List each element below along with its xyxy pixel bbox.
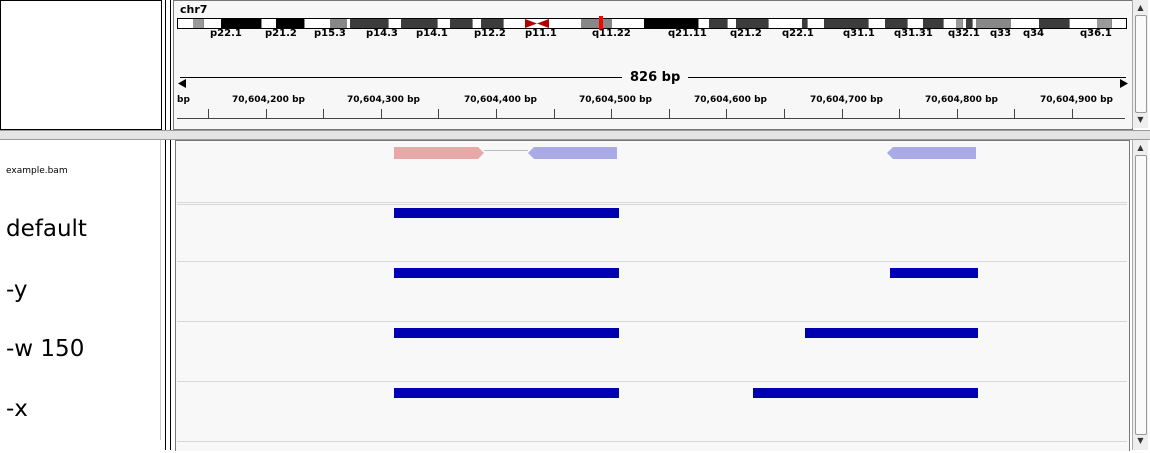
scrollbar-thumb[interactable]	[1135, 15, 1147, 113]
cytoband-label: q21.11	[668, 28, 707, 39]
cytoband-label: q34	[1023, 28, 1045, 39]
ruler-tick-mark	[496, 109, 497, 118]
cytoband-label: q36.1	[1080, 28, 1112, 39]
ruler-tick-mark	[266, 109, 267, 118]
bam-track-name[interactable]: example.bam	[6, 166, 68, 176]
track-data-panel	[175, 140, 1130, 451]
current-locus-marker	[599, 16, 603, 30]
read-pair-connector	[484, 150, 528, 151]
feature-block[interactable]	[394, 208, 619, 218]
feature-block[interactable]	[753, 388, 978, 398]
feature-block[interactable]	[890, 268, 978, 278]
track-name-w150[interactable]: -w 150	[6, 336, 85, 362]
track-separator	[177, 204, 1127, 205]
cytoband-label: p14.3	[366, 28, 398, 39]
span-label: 826 bp	[622, 70, 689, 85]
cytoband-label: p12.2	[474, 28, 506, 39]
header-scrollbar[interactable]: ▲ ▼	[1132, 0, 1148, 128]
scrollbar-thumb[interactable]	[1135, 155, 1147, 435]
ruler-tick-label: 70,604,400 bp	[464, 95, 537, 105]
track-separator	[177, 202, 1127, 203]
ruler-tick-mark	[842, 109, 843, 118]
track-separator	[177, 261, 1127, 262]
ruler-tick-mark	[784, 109, 785, 118]
ruler-tick-label: 70,604,600 bp	[694, 95, 767, 105]
cytoband-label: p14.1	[416, 28, 448, 39]
chromosome-name: chr7	[180, 3, 208, 16]
chromosome-ideogram[interactable]	[177, 16, 1127, 30]
cytoband-label: q32.1	[948, 28, 980, 39]
track-name-y[interactable]: -y	[6, 277, 28, 303]
alignment-read-reverse[interactable]	[887, 144, 976, 163]
ruler-tick-mark	[611, 109, 612, 118]
header-attribute-panel	[165, 0, 171, 130]
alignment-read-reverse[interactable]	[528, 144, 617, 163]
ruler-tick-mark	[438, 109, 439, 118]
cytoband-label: q21.2	[730, 28, 762, 39]
ruler-tick-label: bp	[177, 95, 190, 105]
ruler-tick-label: 70,604,800 bp	[925, 95, 998, 105]
track-name-x[interactable]: -x	[6, 396, 28, 422]
track-separator	[177, 441, 1127, 442]
ruler-tick-mark	[1072, 109, 1073, 118]
track-name-panel: example.bam default -y -w 150 -x	[0, 140, 161, 440]
cytoband-label: p11.1	[525, 28, 557, 39]
feature-block[interactable]	[394, 388, 619, 398]
cytoband-label: q33	[990, 28, 1012, 39]
cytoband-label: q11.22	[592, 28, 631, 39]
centromere-icon	[525, 19, 549, 28]
pane-divider[interactable]	[0, 130, 1150, 140]
feature-block[interactable]	[394, 268, 619, 278]
ruler-tick-label: 70,604,700 bp	[810, 95, 883, 105]
coordinate-ruler-axis	[177, 118, 1125, 119]
ruler-tick-label: 70,604,900 bp	[1040, 95, 1113, 105]
track-scrollbar[interactable]: ▲ ▼	[1132, 140, 1148, 450]
ruler-tick-label: 70,604,300 bp	[347, 95, 420, 105]
arrow-left-icon	[178, 73, 186, 92]
cytoband-label: q22.1	[782, 28, 814, 39]
alignment-read-forward[interactable]	[394, 144, 484, 163]
header-data-panel: chr7 p22.1 p21.2 p15.3 p14.3 p14.1 p12.2 p11.1…	[173, 0, 1133, 130]
feature-block[interactable]	[805, 328, 978, 338]
scroll-down-icon[interactable]: ▼	[1137, 436, 1144, 445]
coordinate-ruler-labels: bp 70,604,200 bp 70,604,300 bp 70,604,400 b…	[174, 95, 1132, 107]
ruler-tick-mark	[208, 109, 209, 118]
scroll-down-icon[interactable]: ▼	[1137, 115, 1144, 124]
cytoband-label: p22.1	[210, 28, 242, 39]
cytoband-label: q31.31	[894, 28, 933, 39]
scroll-up-icon[interactable]: ▲	[1137, 3, 1144, 12]
arrow-right-icon	[1120, 73, 1128, 92]
track-attribute-panel	[165, 140, 171, 450]
track-separator	[177, 381, 1127, 382]
ruler-tick-mark	[554, 109, 555, 118]
ruler-tick-label: 70,604,200 bp	[232, 95, 305, 105]
ruler-tick-mark	[323, 109, 324, 118]
cytoband-labels: p22.1 p21.2 p15.3 p14.3 p14.1 p12.2 p11.1 q11.2…	[174, 28, 1132, 40]
ruler-tick-mark	[899, 109, 900, 118]
track-separator	[177, 321, 1127, 322]
track-name-default[interactable]: default	[6, 216, 87, 242]
ruler-tick-label: 70,604,500 bp	[579, 95, 652, 105]
ruler-tick-mark	[669, 109, 670, 118]
coordinate-ruler-ticks	[174, 109, 1132, 119]
header-name-panel	[0, 0, 162, 131]
cytoband-label: q31.1	[843, 28, 875, 39]
ruler-tick-mark	[726, 109, 727, 118]
ruler-tick-mark	[381, 109, 382, 118]
ruler-tick-mark	[957, 109, 958, 118]
feature-block[interactable]	[394, 328, 619, 338]
scroll-up-icon[interactable]: ▲	[1137, 143, 1144, 152]
ruler-tick-mark	[1014, 109, 1015, 118]
cytoband-label: p15.3	[314, 28, 346, 39]
cytoband-label: p21.2	[265, 28, 297, 39]
